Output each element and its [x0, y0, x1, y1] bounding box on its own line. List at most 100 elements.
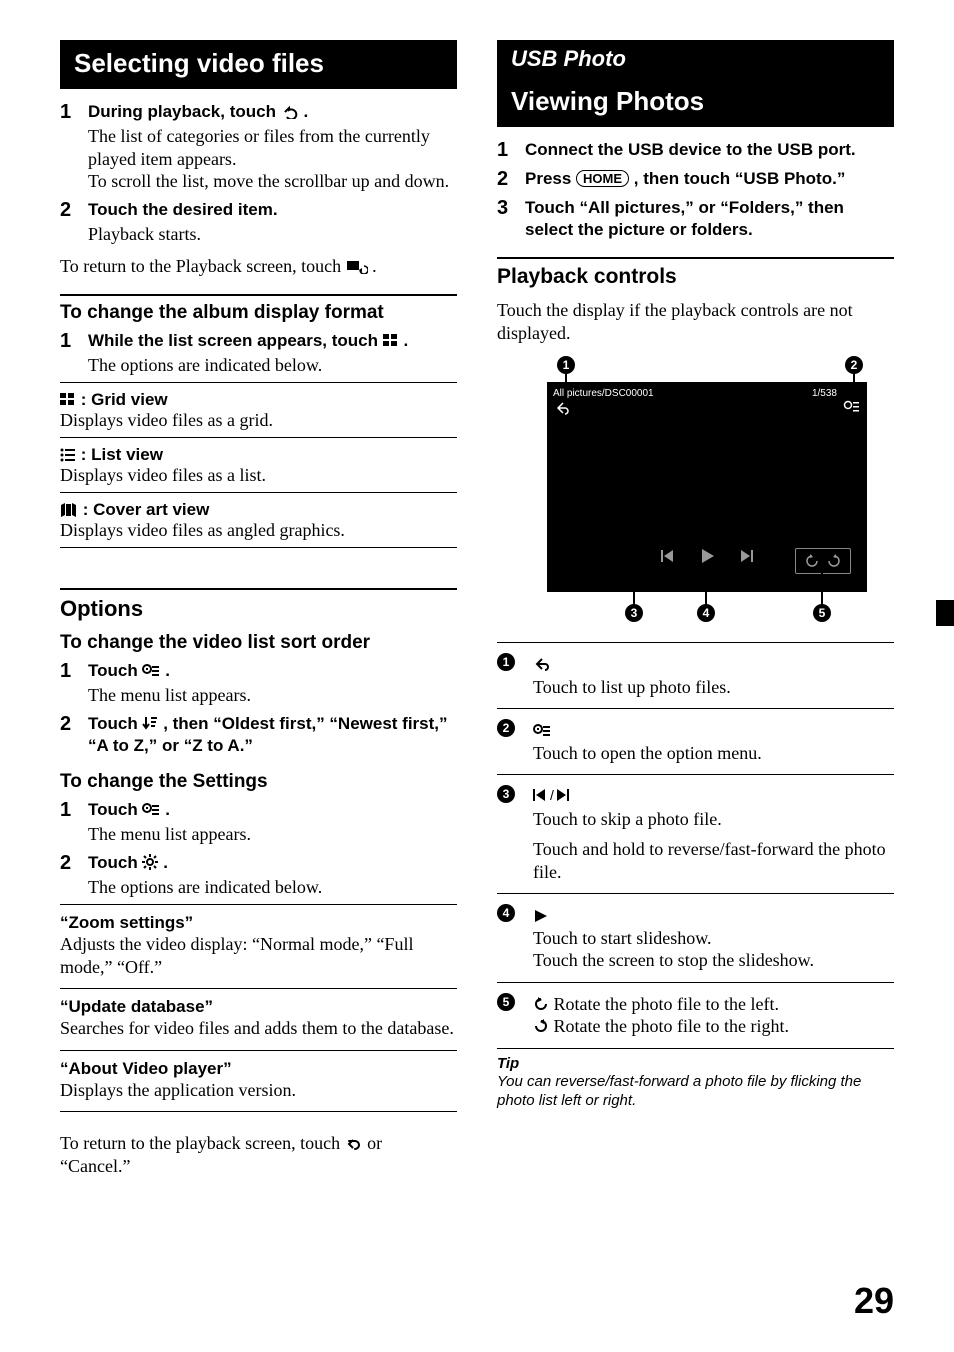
settings-step-1: 1 Touch . The menu list appears. — [60, 799, 457, 846]
back-arrow-icon — [281, 105, 299, 119]
step-1: 1 During playback, touch . The list of c… — [60, 101, 457, 193]
header-usb-photo: USB Photo — [497, 40, 894, 78]
divider — [60, 988, 457, 989]
r-step-2: 2 Press HOME , then touch “USB Photo.” — [497, 168, 894, 191]
legend-num: 3 — [497, 785, 515, 803]
callout-5: 5 — [813, 604, 831, 622]
text: Touch — [88, 661, 142, 680]
view-desc-text: Displays video files as a list. — [60, 465, 266, 485]
step-1-desc: The list of categories or files from the… — [88, 125, 457, 193]
sort-step-2: 2 Touch , then “Oldest first,” “Newest f… — [60, 713, 457, 757]
text: To return to the playback screen, touch — [60, 1133, 345, 1153]
header-viewing-photos: Viewing Photos — [497, 78, 894, 127]
svg-text:/: / — [550, 788, 554, 802]
divider — [497, 1048, 894, 1049]
diagram-play-icon — [696, 545, 718, 567]
r-step-3-title: Touch “All pictures,” or “Folders,” then… — [525, 197, 894, 241]
divider — [60, 437, 457, 438]
diagram-option-icon — [843, 400, 861, 414]
right-column: USB Photo Viewing Photos 1 Connect the U… — [497, 40, 894, 1185]
view-list: : List view Displays video files as a li… — [60, 442, 457, 488]
legend-text: Touch to open the option menu. — [533, 743, 762, 763]
tip-text: You can reverse/fast-forward a photo fil… — [497, 1072, 894, 1111]
playback-controls-heading: Playback controls — [497, 265, 894, 289]
step-number: 1 — [60, 799, 78, 846]
r-step-2-title: Press HOME , then touch “USB Photo.” — [525, 168, 894, 190]
text: . — [165, 661, 170, 680]
text: . — [163, 853, 168, 872]
lead-line — [633, 572, 635, 604]
list-icon — [60, 448, 76, 462]
step-number: 3 — [497, 197, 515, 241]
screen-back-icon — [346, 260, 368, 274]
divider — [497, 257, 894, 259]
legend-text: Touch to start slideshow. — [533, 928, 712, 948]
option-desc-text: Displays the application version. — [60, 1079, 457, 1102]
step-number: 2 — [60, 713, 78, 757]
settings-step-2-desc: The options are indicated below. — [88, 876, 457, 899]
legend-text: Touch to list up photo files. — [533, 677, 731, 697]
callout-1: 1 — [557, 356, 575, 374]
gear-icon — [142, 854, 158, 870]
text: Press — [525, 169, 576, 188]
divider — [60, 588, 457, 590]
legend-num: 5 — [497, 993, 515, 1011]
rotate-left-icon — [533, 996, 549, 1012]
step-number: 1 — [60, 330, 78, 377]
rotate-right-icon — [533, 1018, 549, 1034]
rotate-right-icon — [826, 553, 842, 569]
text: During playback, touch — [88, 102, 281, 121]
diagram-rotate-group — [795, 548, 851, 574]
view-label-text: : Cover art view — [83, 500, 210, 519]
divider — [497, 982, 894, 983]
step-number: 2 — [497, 168, 515, 191]
settings-step-2: 2 Touch . The options are indicated belo… — [60, 852, 457, 899]
divider — [60, 382, 457, 383]
prev-next-icon: / — [533, 786, 573, 806]
r-step-1-title: Connect the USB device to the USB port. — [525, 139, 894, 161]
diagram-back-icon — [553, 400, 569, 416]
sort-step-1-desc: The menu list appears. — [88, 684, 457, 707]
tip-block: Tip You can reverse/fast-forward a photo… — [497, 1055, 894, 1111]
return-line: To return to the Playback screen, touch … — [60, 255, 457, 278]
settings-step-2-title: Touch . — [88, 852, 457, 874]
legend-3: 3 / Touch to skip a photo file. Touch an… — [497, 779, 894, 889]
sort-step-2-title: Touch , then “Oldest first,” “Newest fir… — [88, 713, 457, 757]
view-desc-text: Displays video files as angled graphics. — [60, 520, 345, 540]
left-column: Selecting video files 1 During playback,… — [60, 40, 457, 1185]
callout-4: 4 — [697, 604, 715, 622]
tip-label: Tip — [497, 1055, 894, 1072]
text: , then touch “USB Photo.” — [634, 169, 846, 188]
option-desc-text: Searches for video files and adds them t… — [60, 1017, 457, 1040]
view-cover: : Cover art view Displays video files as… — [60, 497, 457, 543]
r-step-1: 1 Connect the USB device to the USB port… — [497, 139, 894, 162]
text: . — [165, 800, 170, 819]
diagram-counter: 1/538 — [812, 388, 837, 399]
legend-text: Touch and hold to reverse/fast-forward t… — [533, 839, 886, 882]
divider — [60, 492, 457, 493]
divider — [497, 893, 894, 894]
legend-num: 1 — [497, 653, 515, 671]
album-step-1-title: While the list screen appears, touch . — [88, 330, 457, 352]
step-number: 2 — [60, 199, 78, 246]
legend-5: 5 Rotate the photo file to the left. Rot… — [497, 987, 894, 1044]
sort-step-1-title: Touch . — [88, 660, 457, 682]
option-menu-icon — [533, 724, 551, 738]
diagram-screen: All pictures/DSC00001 1/538 — [547, 382, 867, 592]
step-number: 2 — [60, 852, 78, 899]
diagram-next-icon — [736, 546, 756, 566]
playback-diagram: 1 2 All pictures/DSC00001 1/538 — [507, 352, 887, 632]
legend-4: 4 Touch to start slideshow. Touch the sc… — [497, 898, 894, 978]
album-step-1: 1 While the list screen appears, touch .… — [60, 330, 457, 377]
divider — [60, 547, 457, 548]
page-columns: Selecting video files 1 During playback,… — [60, 40, 894, 1185]
divider — [497, 708, 894, 709]
option-about: “About Video player” Displays the applic… — [60, 1055, 457, 1108]
text: Touch — [88, 800, 142, 819]
legend-text: Rotate the photo file to the right. — [554, 1016, 789, 1036]
divider — [60, 294, 457, 296]
header-selecting-video: Selecting video files — [60, 40, 457, 89]
options-heading: Options — [60, 596, 457, 622]
back-arrow-icon — [345, 1137, 363, 1151]
page-tab-marker — [936, 600, 954, 626]
